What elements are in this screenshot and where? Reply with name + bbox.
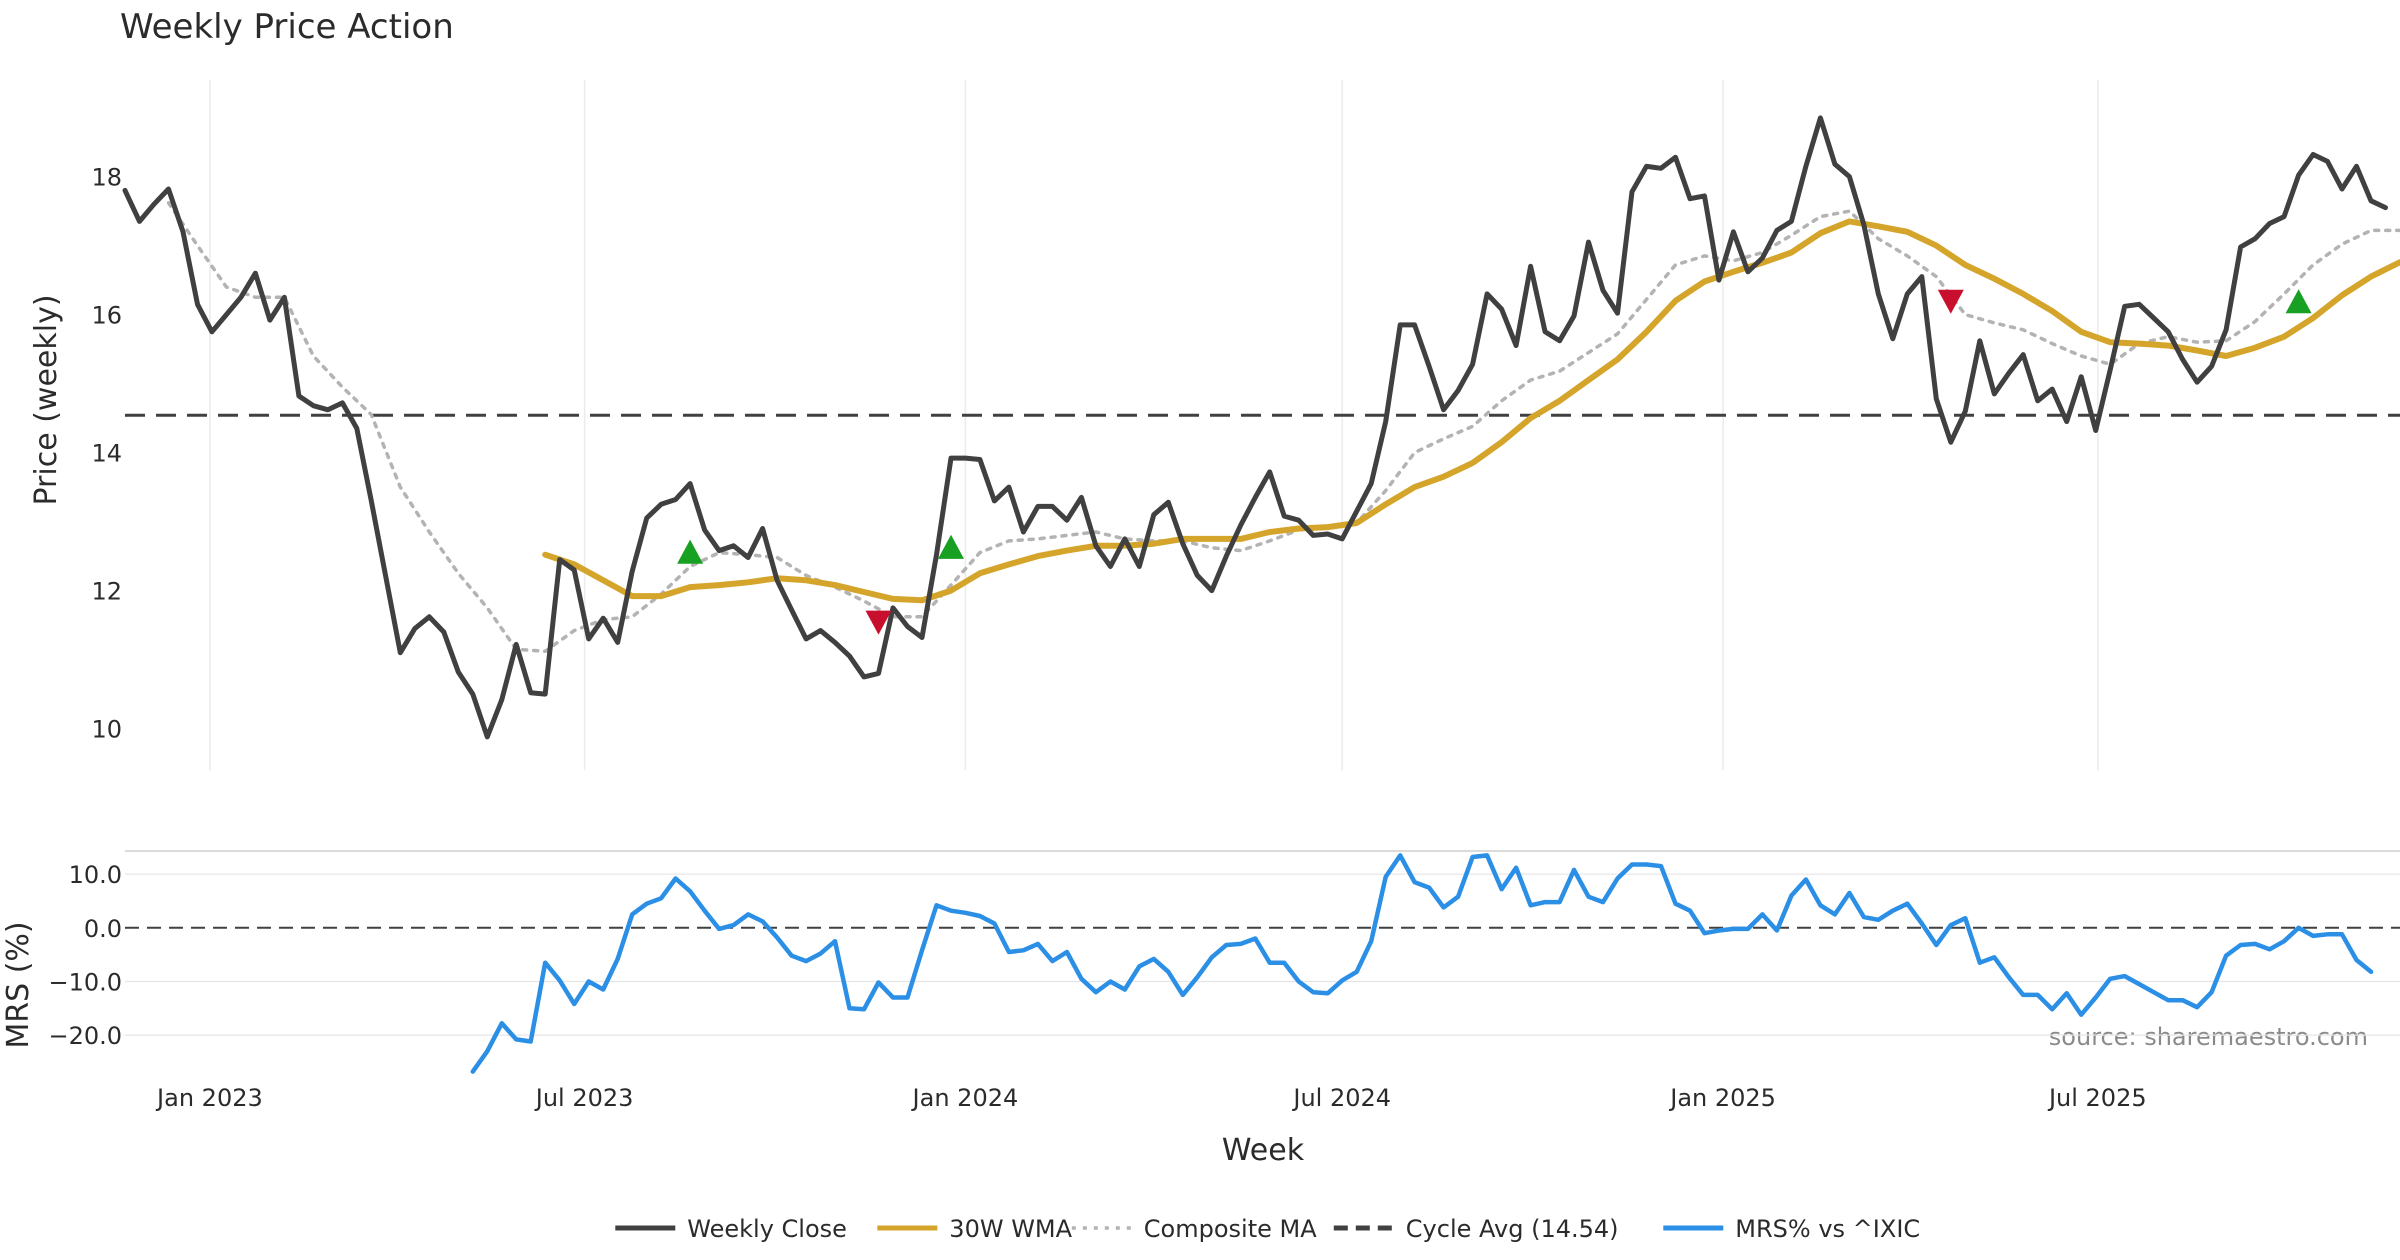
x-tick-label: Jan 2023 — [155, 1084, 263, 1112]
weekly-close-line — [122, 115, 2388, 740]
buy-signal-marker — [938, 534, 964, 559]
chart-title: Weekly Price Action — [120, 7, 454, 47]
buy-signal-marker — [677, 539, 704, 564]
composite-ma-line — [166, 201, 2400, 654]
legend-label: Weekly Close — [687, 1215, 847, 1243]
wma-30w-line — [542, 218, 2400, 604]
mrs-axis-title: MRS (%) — [1, 921, 36, 1048]
y-tick-label: 12 — [91, 578, 122, 606]
sell-signal-marker — [1937, 289, 1964, 314]
mrs-y-tick-label: −20.0 — [48, 1022, 122, 1050]
x-tick-label: Jul 2025 — [2047, 1084, 2147, 1112]
x-tick-label: Jan 2024 — [911, 1084, 1019, 1112]
x-axis-title: Week — [1222, 1133, 1305, 1168]
mrs-y-tick-label: −10.0 — [48, 969, 122, 997]
legend-label: MRS% vs ^IXIC — [1735, 1215, 1920, 1243]
price-axis-title: Price (weekly) — [29, 294, 64, 505]
x-tick-label: Jul 2024 — [1291, 1084, 1391, 1112]
sell-signal-marker — [865, 610, 892, 635]
x-tick-label: Jan 2025 — [1668, 1084, 1776, 1112]
mrs-y-tick-label: 10.0 — [69, 861, 122, 889]
y-tick-label: 14 — [91, 440, 122, 468]
y-tick-label: 10 — [91, 716, 122, 744]
plot-layer: 10 12 14 16 18 10.0 0.0 −10.0 −20.0 Jan 2023 Jul 2… — [48, 80, 2400, 1112]
x-tick-label: Jul 2023 — [534, 1084, 634, 1112]
legend-label: 30W WMA — [949, 1215, 1072, 1243]
y-tick-label: 16 — [91, 302, 122, 330]
y-tick-label: 18 — [91, 164, 122, 192]
legend: Weekly Close 30W WMA Composite MA Cycle Avg… — [615, 1215, 1920, 1243]
legend-label: Composite MA — [1144, 1215, 1317, 1243]
mrs-line — [470, 853, 2374, 1074]
legend-label: Cycle Avg (14.54) — [1406, 1215, 1619, 1243]
source-credit: source: sharemaestro.com — [2049, 1023, 2368, 1051]
buy-signal-marker — [2285, 289, 2312, 314]
mrs-y-tick-label: 0.0 — [84, 915, 122, 943]
